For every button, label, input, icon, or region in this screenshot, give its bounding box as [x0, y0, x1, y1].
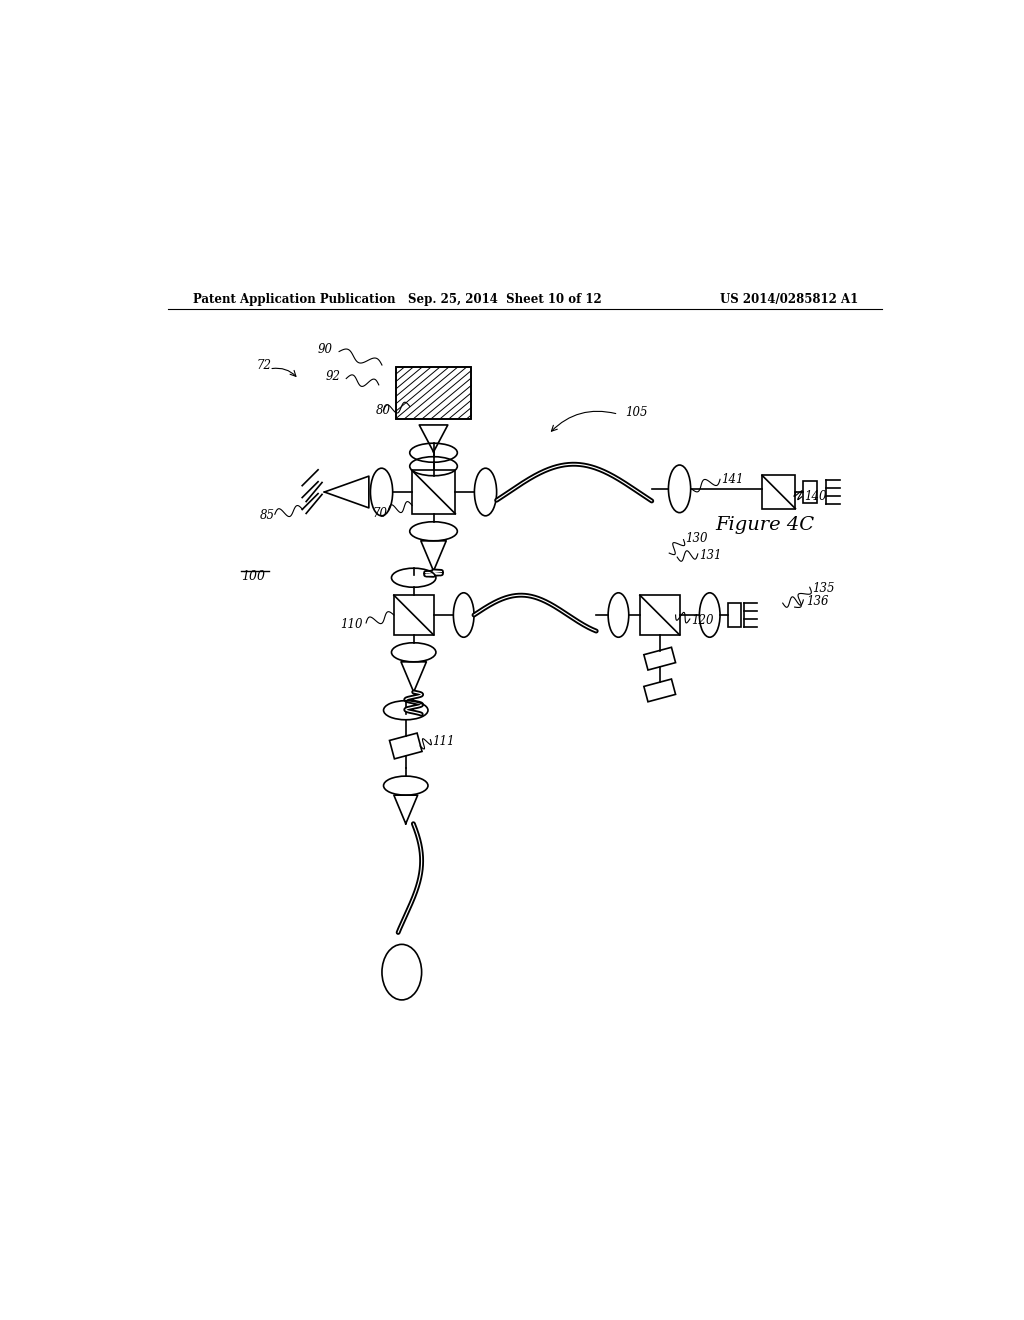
- Text: 120: 120: [691, 614, 714, 627]
- Text: Figure 4C: Figure 4C: [715, 516, 814, 535]
- Bar: [644, 678, 676, 702]
- Text: 85: 85: [259, 510, 274, 523]
- Bar: [803, 480, 817, 503]
- Bar: [394, 595, 433, 635]
- Text: 135: 135: [812, 582, 835, 595]
- Text: 72: 72: [257, 359, 272, 372]
- Text: 110: 110: [340, 618, 362, 631]
- Bar: [396, 367, 471, 418]
- Bar: [762, 475, 796, 508]
- Text: 92: 92: [326, 371, 341, 383]
- Text: 131: 131: [699, 549, 722, 562]
- Text: 140: 140: [804, 490, 826, 503]
- Bar: [640, 595, 680, 635]
- Text: 100: 100: [242, 570, 265, 583]
- Bar: [644, 647, 676, 671]
- Bar: [396, 367, 471, 418]
- Bar: [412, 470, 456, 513]
- Text: 90: 90: [317, 343, 333, 355]
- Text: 111: 111: [432, 735, 455, 747]
- Text: 105: 105: [625, 407, 647, 420]
- Bar: [389, 733, 422, 759]
- Text: US 2014/0285812 A1: US 2014/0285812 A1: [720, 293, 858, 306]
- Text: 130: 130: [685, 532, 708, 545]
- Text: Sep. 25, 2014  Sheet 10 of 12: Sep. 25, 2014 Sheet 10 of 12: [409, 293, 602, 306]
- Text: 70: 70: [373, 507, 388, 520]
- Bar: [728, 603, 740, 627]
- Text: 136: 136: [806, 595, 828, 609]
- Text: 141: 141: [722, 473, 744, 486]
- Text: 80: 80: [376, 404, 391, 417]
- Text: Patent Application Publication: Patent Application Publication: [194, 293, 395, 306]
